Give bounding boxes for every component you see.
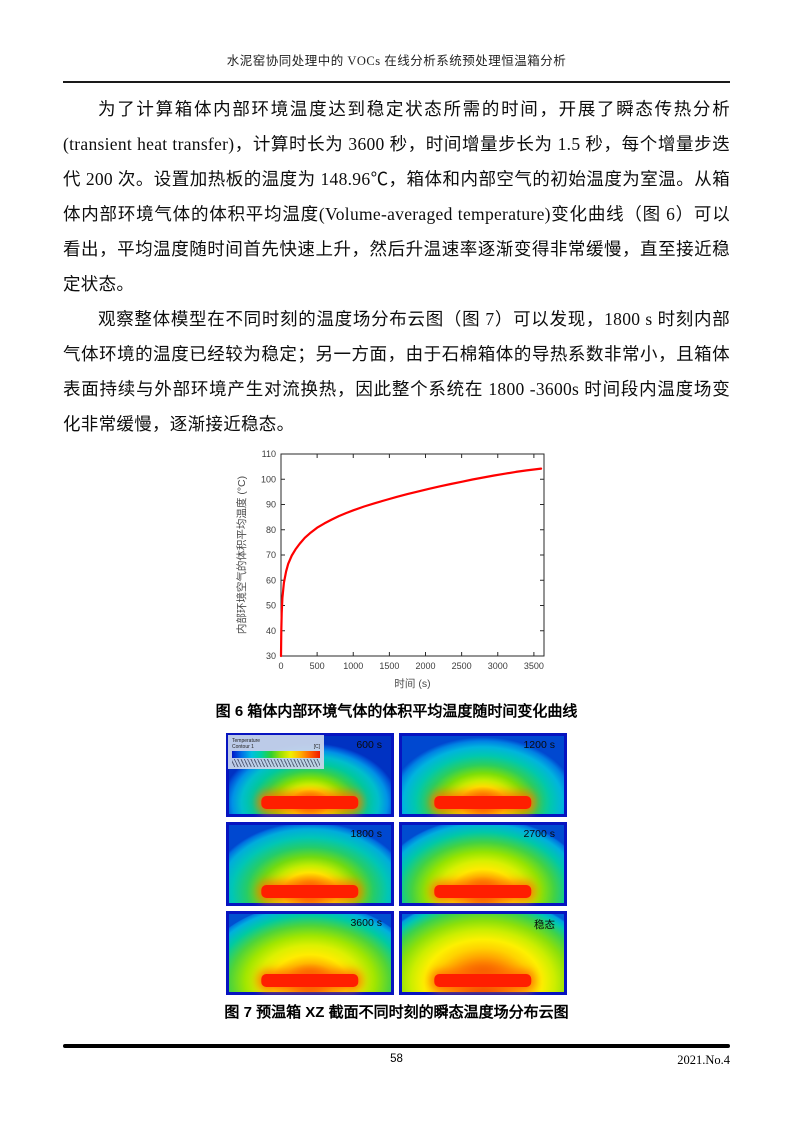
svg-text:60: 60 bbox=[265, 575, 275, 585]
footer-rule bbox=[63, 1044, 730, 1048]
body-text: 为了计算箱体内部环境温度达到稳定状态所需的时间，开展了瞬态传热分析(transi… bbox=[63, 92, 730, 1022]
panel-time-label: 600 s bbox=[356, 739, 382, 751]
panel-time-label: 1800 s bbox=[350, 828, 382, 840]
heater-bar bbox=[434, 885, 532, 899]
svg-text:80: 80 bbox=[265, 525, 275, 535]
colorbar-tick-labels bbox=[232, 759, 320, 767]
panel-time-label: 1200 s bbox=[523, 739, 555, 751]
contour-panel-1800s: 1800 s bbox=[226, 822, 394, 906]
panel-time-label: 稳态 bbox=[534, 919, 555, 931]
heater-bar bbox=[434, 974, 532, 988]
colorbar-legend: Temperature Contour 1 [C] bbox=[228, 735, 324, 769]
svg-text:110: 110 bbox=[261, 449, 275, 459]
issue-label: 2021.No.4 bbox=[677, 1053, 730, 1067]
header: 水泥窑协同处理中的 VOCs 在线分析系统预处理恒温箱分析 bbox=[63, 0, 730, 83]
legend-unit: [C] bbox=[313, 744, 320, 750]
contour-panel-600s: Temperature Contour 1 [C] 600 s bbox=[226, 733, 394, 817]
svg-text:时间 (s): 时间 (s) bbox=[394, 677, 430, 690]
svg-text:70: 70 bbox=[265, 550, 275, 560]
svg-text:50: 50 bbox=[265, 601, 275, 611]
contour-panel-2700s: 2700 s bbox=[399, 822, 567, 906]
figure7: Temperature Contour 1 [C] 600 s 1200 s bbox=[63, 733, 730, 1022]
figure7-grid: Temperature Contour 1 [C] 600 s 1200 s bbox=[226, 733, 567, 995]
svg-text:2000: 2000 bbox=[415, 661, 435, 671]
svg-text:40: 40 bbox=[265, 626, 275, 636]
footer: 58 2021.No.4 bbox=[63, 1044, 730, 1069]
svg-text:内部环境空气的体积平均温度 (°C): 内部环境空气的体积平均温度 (°C) bbox=[235, 476, 248, 634]
colorbar-gradient bbox=[232, 751, 320, 758]
svg-text:90: 90 bbox=[265, 500, 275, 510]
legend-title: Temperature bbox=[232, 738, 261, 744]
svg-text:1500: 1500 bbox=[379, 661, 399, 671]
figure6-chart: 0 500 1000 1500 2000 2500 3000 3500 30 40 50 60 70 80… bbox=[235, 449, 544, 690]
panel-time-label: 2700 s bbox=[523, 828, 555, 840]
contour-panel-steady: 稳态 bbox=[399, 911, 567, 995]
panel-time-label: 3600 s bbox=[350, 917, 382, 929]
svg-text:0: 0 bbox=[278, 661, 283, 671]
svg-text:2500: 2500 bbox=[451, 661, 471, 671]
legend-subtitle: Contour 1 bbox=[232, 744, 254, 750]
paragraph-transient-analysis: 为了计算箱体内部环境温度达到稳定状态所需的时间，开展了瞬态传热分析(transi… bbox=[63, 99, 730, 294]
heater-bar bbox=[261, 796, 359, 810]
svg-text:3500: 3500 bbox=[523, 661, 543, 671]
figure7-caption: 图 7 预温箱 XZ 截面不同时刻的瞬态温度场分布云图 bbox=[224, 1004, 569, 1021]
svg-text:1000: 1000 bbox=[343, 661, 363, 671]
figure6: 0 500 1000 1500 2000 2500 3000 3500 30 40 50 60 70 80… bbox=[63, 444, 730, 721]
contour-panel-3600s: 3600 s bbox=[226, 911, 394, 995]
page-number: 58 bbox=[390, 1053, 403, 1065]
figure6-caption: 图 6 箱体内部环境气体的体积平均温度随时间变化曲线 bbox=[215, 703, 578, 720]
svg-text:30: 30 bbox=[265, 651, 275, 661]
paragraph-contour-discussion: 观察整体模型在不同时刻的温度场分布云图（图 7）可以发现，1800 s 时刻内部… bbox=[63, 309, 730, 434]
svg-text:100: 100 bbox=[260, 474, 275, 484]
contour-panel-1200s: 1200 s bbox=[399, 733, 567, 817]
heater-bar bbox=[261, 885, 359, 899]
header-title: 水泥窑协同处理中的 VOCs 在线分析系统预处理恒温箱分析 bbox=[226, 54, 567, 68]
heater-bar bbox=[434, 796, 532, 810]
heater-bar bbox=[261, 974, 359, 988]
svg-text:3000: 3000 bbox=[487, 661, 507, 671]
svg-text:500: 500 bbox=[309, 661, 324, 671]
